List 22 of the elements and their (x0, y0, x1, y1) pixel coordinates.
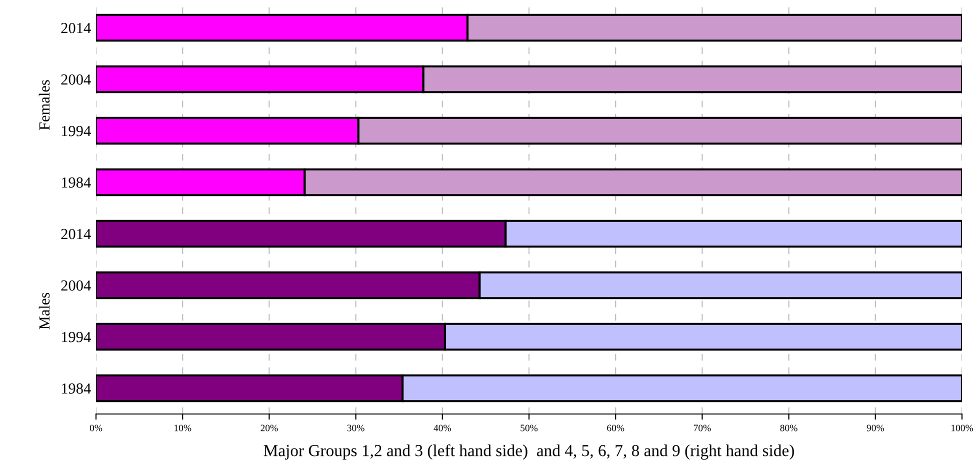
y-tick-label: 1984 (62, 383, 91, 394)
y-tick-label: 1994 (62, 126, 91, 136)
x-tick-label: 100% (952, 424, 974, 432)
y-tick-label: 2004 (61, 280, 91, 291)
x-tick-label: 80% (780, 424, 798, 432)
y-tick-label: 1994 (62, 332, 91, 342)
x-tick-label: 20% (260, 424, 278, 432)
x-tick-label: 50% (520, 424, 538, 432)
x-axis-title: Major Groups 1,2 and 3 (left hand side) and 4, 5, 6, 7, 8 and 9 (right hand side) (264, 444, 794, 460)
x-tick-label: 40% (434, 424, 451, 432)
y-tick-label: 2014 (61, 22, 91, 34)
text: Males (38, 292, 50, 330)
y-tick-label: 2004 (61, 74, 91, 85)
x-tick-label: 0% (90, 424, 102, 432)
text: Females (38, 80, 50, 130)
y-tick-label: 1984 (62, 177, 91, 188)
y-tick-label: 2014 (61, 228, 91, 240)
x-tick-label: 60% (607, 424, 624, 432)
x-tick-label: 10% (174, 424, 192, 432)
x-tick-label: 90% (866, 424, 884, 432)
x-tick-label: 70% (694, 424, 711, 432)
x-tick-label: 30% (347, 424, 364, 432)
